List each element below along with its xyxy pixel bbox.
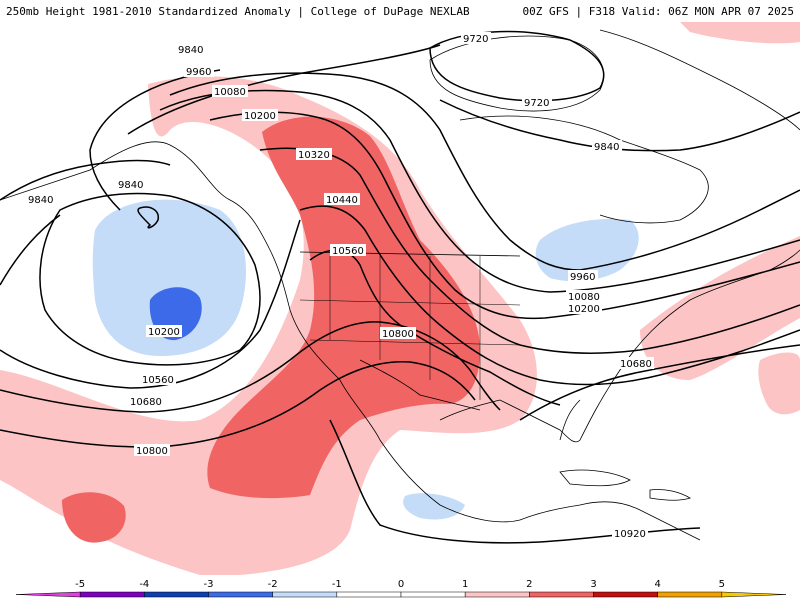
contour-label: 10680 (620, 359, 652, 370)
florida-coast (559, 399, 581, 441)
colorbar-tick-label: 3 (590, 579, 596, 590)
us-mexico-border (359, 359, 481, 411)
colorbar-tick-label: 1 (462, 579, 468, 590)
contour-label: 9720 (524, 98, 549, 109)
colorbar-tick-label: -5 (75, 579, 85, 590)
contour-10320-west (0, 214, 61, 286)
greenland-coast (599, 29, 800, 131)
geography-outlines (0, 29, 800, 541)
contour-label: 10200 (148, 327, 180, 338)
contour-10560-west (0, 219, 301, 389)
colorbar-segment (79, 591, 145, 598)
cuba-outline (559, 469, 631, 487)
colorbar-tick-label: 2 (526, 579, 532, 590)
colorbar-segment (657, 591, 723, 598)
contour-10680-east (519, 344, 800, 421)
anomaly-colorbar: -5 -4 -3 -2 -1 0 1 2 3 4 5 (0, 576, 800, 600)
contour-label: 9840 (178, 45, 203, 56)
contour-label: 10080 (214, 87, 246, 98)
contour-10200-low (39, 192, 261, 366)
colorbar-segment (272, 591, 338, 598)
east-edge-anomaly-area (758, 352, 800, 415)
contour-10200 (209, 111, 800, 320)
gulf-of-alaska-low-anomaly (92, 199, 246, 356)
colorbar-segment (593, 591, 658, 598)
great-lakes-low-anomaly (535, 218, 639, 282)
contour-label: 10560 (332, 246, 364, 257)
colorbar-svg: -5 -4 -3 -2 -1 0 1 2 3 4 5 (15, 579, 787, 598)
contour-9840-far-west (0, 159, 171, 201)
contour-label: 10800 (382, 329, 414, 340)
contour-label: 9720 (463, 34, 488, 45)
contour-9840-west (89, 69, 221, 211)
contour-10680 (0, 321, 501, 413)
contour-label: 9960 (570, 272, 595, 283)
ridge-strong-anomaly (207, 116, 480, 499)
map-title: 250mb Height 1981-2010 Standardized Anom… (6, 5, 470, 18)
height-contours (0, 30, 800, 544)
north-edge-anomaly-area (680, 22, 800, 44)
hispaniola-outline (649, 489, 691, 501)
contour-label: 9840 (118, 180, 143, 191)
contour-label: 10800 (136, 446, 168, 457)
pacific-strong-anomaly (62, 492, 126, 543)
positive-anomaly-medium (62, 116, 480, 543)
contour-10440 (299, 205, 800, 386)
colorbar-segment (15, 591, 81, 598)
run-info: 00Z GFS | F318 Valid: 06Z MON APR 07 202… (522, 5, 794, 18)
colorbar-tick-label: -3 (204, 579, 214, 590)
contour-label: 10680 (130, 397, 162, 408)
contour-label: 10200 (568, 304, 600, 315)
colorbar-segment (464, 591, 530, 598)
colorbar-segment (208, 591, 273, 598)
contour-9840-low (137, 206, 159, 229)
hudson-bay-outline (459, 115, 709, 224)
contour-label: 9840 (28, 195, 53, 206)
pacific-coastline (0, 141, 521, 523)
atlantic-anomaly-area (640, 236, 800, 380)
contour-label: 10440 (326, 195, 358, 206)
contour-9840-north (127, 44, 441, 135)
colorbar-tick-label: 0 (398, 579, 404, 590)
state-borders (299, 256, 521, 400)
colorbar-tick-label: -1 (332, 579, 342, 590)
colorbar-segments (15, 591, 787, 598)
map-panel: 9840 9960 10080 10200 9720 9720 9840 103… (0, 22, 800, 576)
contour-label: 10320 (298, 150, 330, 161)
arctic-island (429, 35, 605, 112)
colorbar-tick-label: -4 (139, 579, 149, 590)
colorbar-tick-label: 4 (654, 579, 660, 590)
contour-label: 9840 (594, 142, 619, 153)
colorbar-tick-label: -2 (268, 579, 278, 590)
colorbar-segment (721, 591, 787, 598)
colorbar-segment (144, 591, 209, 598)
contour-label: 10080 (568, 292, 600, 303)
contour-10320 (259, 147, 800, 355)
colorbar-segment (529, 591, 594, 598)
colorbar-tick-label: 5 (719, 579, 725, 590)
contour-labels: 9840 9960 10080 10200 9720 9720 9840 103… (26, 32, 654, 540)
contour-label: 10920 (614, 529, 646, 540)
colorbar-segment (336, 591, 402, 598)
negative-anomaly-light (92, 199, 639, 520)
contour-10080 (159, 89, 800, 293)
contour-9720 (429, 30, 605, 102)
header: 250mb Height 1981-2010 Standardized Anom… (0, 0, 800, 22)
weather-map: 9840 9960 10080 10200 9720 9720 9840 103… (0, 22, 800, 576)
contour-label: 10560 (142, 375, 174, 386)
contour-label: 9960 (186, 67, 211, 78)
contour-10800 (0, 361, 476, 448)
contour-9960 (169, 72, 800, 271)
central-america-coast (519, 501, 701, 541)
contour-label: 10200 (244, 111, 276, 122)
colorbar-segment (400, 591, 466, 598)
colorbar-ticks: -5 -4 -3 -2 -1 0 1 2 3 4 5 (75, 579, 725, 590)
mexico-low-anomaly (403, 493, 465, 520)
